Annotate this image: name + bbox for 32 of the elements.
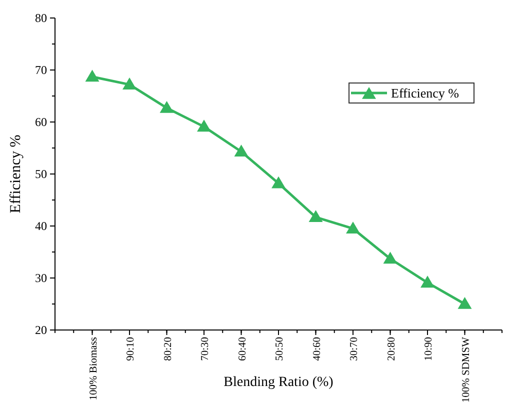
- x-tick-label: 90:10: [126, 337, 136, 361]
- x-tick-label: 20:80: [386, 337, 398, 361]
- y-tick-label: 40: [35, 219, 47, 234]
- point: [197, 120, 211, 132]
- y-tick-label: 70: [35, 63, 47, 78]
- legend-label: Efficiency %: [391, 86, 460, 101]
- point: [160, 100, 174, 113]
- x-tick-label: 80:20: [162, 337, 174, 361]
- x-tick-label: 50:50: [274, 337, 286, 361]
- x-tick-label: 70:30: [200, 337, 211, 361]
- x-tick-label: 40:60: [312, 337, 323, 361]
- point: [458, 297, 472, 309]
- point: [272, 176, 286, 188]
- x-tick-label: 10:90: [424, 337, 434, 361]
- y-tick-label: 60: [35, 115, 47, 130]
- y-axis-title: Efficiency %: [8, 134, 24, 214]
- point: [85, 70, 100, 82]
- x-axis-title: Blending Ratio (%): [224, 375, 334, 390]
- x-tick-label: 100% Biomass: [88, 337, 100, 400]
- point: [420, 276, 434, 288]
- point: [234, 144, 248, 157]
- point: [308, 210, 323, 222]
- x-tick-label: 60:40: [237, 337, 248, 361]
- x-tick-label: 30:70: [349, 337, 360, 361]
- x-tick-label: 100% SDMSW: [460, 336, 472, 403]
- y-tick-label: 50: [35, 167, 47, 182]
- point: [346, 222, 360, 234]
- y-tick-label: 30: [35, 271, 47, 286]
- y-tick-label: 80: [35, 11, 47, 26]
- point: [383, 252, 398, 264]
- point: [122, 78, 136, 90]
- y-tick-label: 20: [35, 323, 47, 338]
